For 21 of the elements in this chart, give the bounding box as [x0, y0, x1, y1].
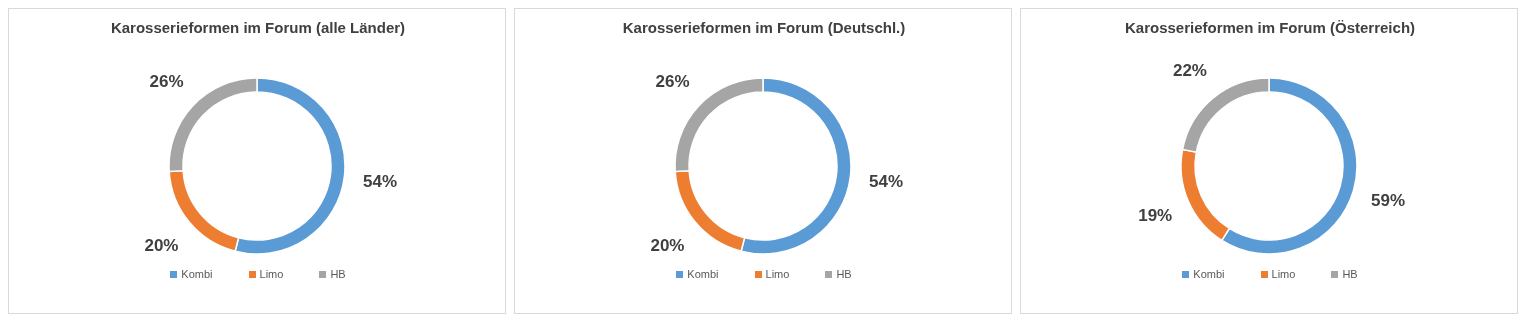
legend-label: Limo: [1271, 268, 1296, 280]
data-label: 54%: [363, 172, 398, 192]
data-label: 22%: [1172, 60, 1207, 80]
data-label: 19%: [1138, 205, 1173, 225]
legend-label: Kombi: [687, 268, 719, 280]
chart-title: Karosserieformen im Forum (Deutschl.): [621, 19, 907, 36]
data-label: 20%: [650, 235, 685, 255]
legend-label: HB: [330, 268, 346, 280]
legend-label: Kombi: [181, 268, 213, 280]
data-label: 59%: [1371, 191, 1406, 211]
legend-label: Limo: [765, 268, 790, 280]
data-label: 54%: [869, 172, 904, 192]
chart-title: Karosserieformen im Forum (alle Länder): [109, 19, 407, 36]
legend-label: Kombi: [1193, 268, 1225, 280]
data-label: 26%: [149, 71, 184, 91]
data-label: 20%: [144, 235, 179, 255]
chart-title: Karosserieformen im Forum (Österreich): [1123, 19, 1417, 36]
legend-label: Limo: [259, 268, 284, 280]
legend-label: HB: [836, 268, 852, 280]
data-label: 26%: [655, 71, 690, 91]
legend-label: HB: [1342, 268, 1358, 280]
